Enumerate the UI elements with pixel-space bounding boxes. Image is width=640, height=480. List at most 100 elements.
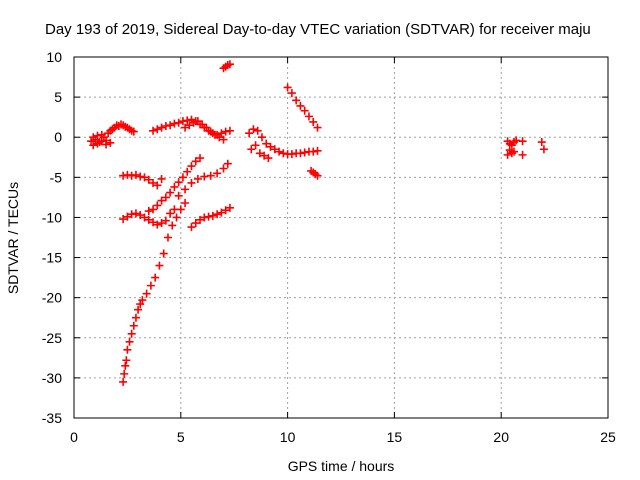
- data-point: [223, 159, 232, 168]
- data-point: [129, 127, 138, 136]
- data-point: [518, 150, 527, 159]
- data-point: [296, 101, 305, 110]
- data-point: [140, 213, 149, 222]
- data-point: [149, 178, 158, 187]
- data-point: [174, 118, 183, 127]
- data-point: [157, 174, 166, 183]
- y-tick-label: 10: [46, 49, 62, 65]
- data-point: [287, 150, 296, 159]
- data-point: [166, 209, 175, 218]
- data-points: [87, 60, 548, 386]
- data-point: [157, 123, 166, 132]
- x-tick-label: 10: [280, 429, 296, 445]
- data-point: [191, 219, 200, 228]
- series-arc-5b: [174, 159, 232, 200]
- data-point: [157, 219, 166, 228]
- data-point: [93, 139, 102, 148]
- data-point: [264, 154, 273, 163]
- data-point: [123, 345, 132, 354]
- data-point: [275, 147, 284, 156]
- data-point: [200, 213, 209, 222]
- data-point: [253, 126, 262, 135]
- x-tick-label: 25: [600, 429, 616, 445]
- data-point: [163, 233, 172, 242]
- data-point: [260, 151, 269, 160]
- data-point: [153, 220, 162, 229]
- data-point: [131, 209, 140, 218]
- series-arc-5-slope: [144, 154, 205, 216]
- series-arc-12-far: [503, 136, 548, 159]
- data-point: [183, 116, 192, 125]
- data-point: [91, 135, 100, 144]
- y-tick-label: 5: [54, 89, 62, 105]
- data-point: [134, 305, 143, 314]
- data-point: [136, 300, 145, 309]
- y-tick-label: -5: [50, 169, 63, 185]
- data-point: [296, 149, 305, 158]
- data-point: [304, 112, 313, 121]
- data-point: [136, 211, 145, 220]
- y-tick-label: -25: [42, 330, 62, 346]
- series-arc-3-minus5: [119, 170, 166, 190]
- data-point: [157, 196, 166, 205]
- data-point: [313, 171, 322, 180]
- data-point: [217, 208, 226, 217]
- y-tick-label: -35: [42, 410, 62, 426]
- y-tick-label: -10: [42, 209, 62, 225]
- data-point: [300, 148, 309, 157]
- data-point: [174, 191, 183, 200]
- data-point: [279, 149, 288, 158]
- data-point: [518, 137, 527, 146]
- data-point: [93, 131, 102, 140]
- data-point: [123, 170, 132, 179]
- data-point: [168, 221, 177, 230]
- data-point: [127, 329, 136, 338]
- data-point: [189, 118, 198, 127]
- data-point: [170, 119, 179, 128]
- data-point: [122, 356, 131, 365]
- x-axis-label: GPS time / hours: [288, 458, 395, 474]
- data-point: [245, 129, 254, 138]
- x-tick-label: 0: [70, 429, 78, 445]
- data-point: [121, 361, 130, 370]
- y-tick-label: -15: [42, 250, 62, 266]
- data-point: [106, 138, 115, 147]
- data-point: [102, 140, 111, 149]
- data-point: [204, 212, 213, 221]
- data-point: [251, 141, 260, 150]
- y-tick-label: -20: [42, 290, 62, 306]
- data-point: [208, 211, 217, 220]
- chart-title: Day 193 of 2019, Sidereal Day-to-day VTE…: [45, 21, 591, 38]
- series-arc-8-top: [219, 60, 234, 73]
- data-point: [119, 377, 128, 386]
- data-point: [196, 215, 205, 224]
- data-point: [221, 127, 230, 136]
- data-point: [249, 125, 258, 134]
- data-point: [287, 89, 296, 98]
- grid: [74, 57, 608, 418]
- data-point: [119, 171, 128, 180]
- series-arc-1-cluster: [87, 120, 138, 150]
- data-point: [138, 296, 147, 305]
- data-point: [144, 175, 153, 184]
- data-point: [537, 138, 546, 147]
- data-point: [313, 146, 322, 155]
- series-arc-13-far-b: [505, 146, 527, 159]
- data-point: [142, 289, 151, 298]
- x-tick-label: 5: [177, 429, 185, 445]
- data-point: [153, 125, 162, 134]
- y-tick-label: -30: [42, 370, 62, 386]
- data-point: [153, 181, 162, 190]
- ticks: 0 5 10 15 20 25 10 5 0 -5 -10 -15 -20 -25 -30 -35: [42, 49, 616, 445]
- data-point: [176, 205, 185, 214]
- data-point: [213, 169, 222, 178]
- data-point: [97, 137, 106, 146]
- data-point: [178, 173, 187, 182]
- data-point: [149, 126, 158, 135]
- series-arc-10-down: [283, 83, 322, 132]
- data-point: [187, 162, 196, 171]
- data-point: [127, 171, 136, 180]
- data-point: [129, 321, 138, 330]
- data-point: [539, 145, 548, 154]
